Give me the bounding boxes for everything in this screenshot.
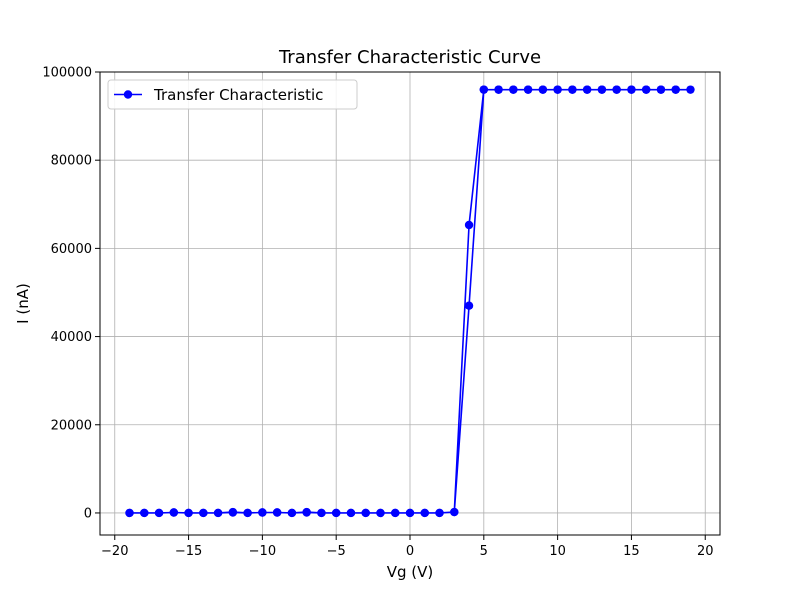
- chart-title: Transfer Characteristic Curve: [278, 47, 541, 68]
- legend-label: Transfer Characteristic: [153, 86, 323, 104]
- y-tick-label: 100000: [42, 66, 92, 81]
- data-point: [553, 85, 562, 94]
- y-tick-label: 40000: [51, 330, 92, 345]
- data-point: [479, 85, 489, 94]
- data-point: [243, 508, 252, 518]
- data-point: [287, 508, 297, 518]
- data-point: [140, 508, 149, 518]
- data-point: [612, 85, 621, 94]
- data-point: [405, 508, 415, 518]
- x-tick-label: 15: [623, 544, 640, 559]
- data-point: [302, 508, 311, 517]
- ticks: −20 −15 −10 −5 0 5 10 15 20 0 20000 40000 60000 80000…: [42, 66, 713, 560]
- data-point: [376, 508, 385, 518]
- data-point: [154, 508, 164, 518]
- series-layer: [125, 85, 695, 518]
- data-point: [641, 85, 651, 94]
- data-point: [464, 301, 474, 310]
- legend: Transfer Characteristic: [107, 79, 358, 110]
- data-point: [671, 85, 680, 94]
- data-point: [420, 508, 429, 518]
- y-tick-label: 60000: [51, 242, 92, 257]
- data-point: [346, 508, 356, 518]
- data-point: [523, 85, 533, 94]
- x-tick-label: 10: [549, 544, 566, 559]
- data-point: [435, 508, 444, 518]
- y-tick-label: 80000: [51, 154, 92, 169]
- data-point: [538, 85, 548, 94]
- legend-marker: [123, 90, 133, 99]
- data-point: [213, 508, 223, 518]
- data-point: [391, 508, 400, 518]
- x-tick-label: 5: [480, 544, 488, 559]
- x-tick-label: −15: [175, 544, 202, 559]
- x-tick-label: 20: [697, 544, 714, 559]
- data-point: [597, 85, 607, 94]
- data-point: [199, 508, 208, 518]
- y-tick-label: 0: [84, 506, 92, 521]
- data-point: [509, 85, 518, 94]
- data-point: [272, 508, 282, 517]
- legend-box: [107, 79, 358, 110]
- x-tick-label: −20: [101, 544, 128, 559]
- data-point: [361, 508, 370, 518]
- x-tick-label: −5: [327, 544, 346, 559]
- data-point: [656, 85, 666, 94]
- x-tick-label: 0: [406, 544, 414, 559]
- data-point: [450, 507, 459, 517]
- data-point: [169, 508, 179, 517]
- data-point: [331, 508, 341, 518]
- data-point: [464, 220, 474, 230]
- x-axis-label: Vg (V): [387, 563, 434, 581]
- data-point: [582, 85, 592, 94]
- data-point: [568, 85, 577, 94]
- data-point: [258, 508, 267, 517]
- y-tick-label: 20000: [51, 418, 92, 433]
- data-point: [228, 508, 238, 517]
- data-point: [125, 508, 134, 518]
- data-point: [494, 85, 503, 94]
- x-tick-label: −10: [249, 544, 276, 559]
- data-point: [686, 85, 695, 94]
- data-point: [627, 85, 636, 94]
- y-axis-label: I (nA): [14, 283, 32, 324]
- data-point: [317, 508, 326, 518]
- data-point: [184, 508, 193, 518]
